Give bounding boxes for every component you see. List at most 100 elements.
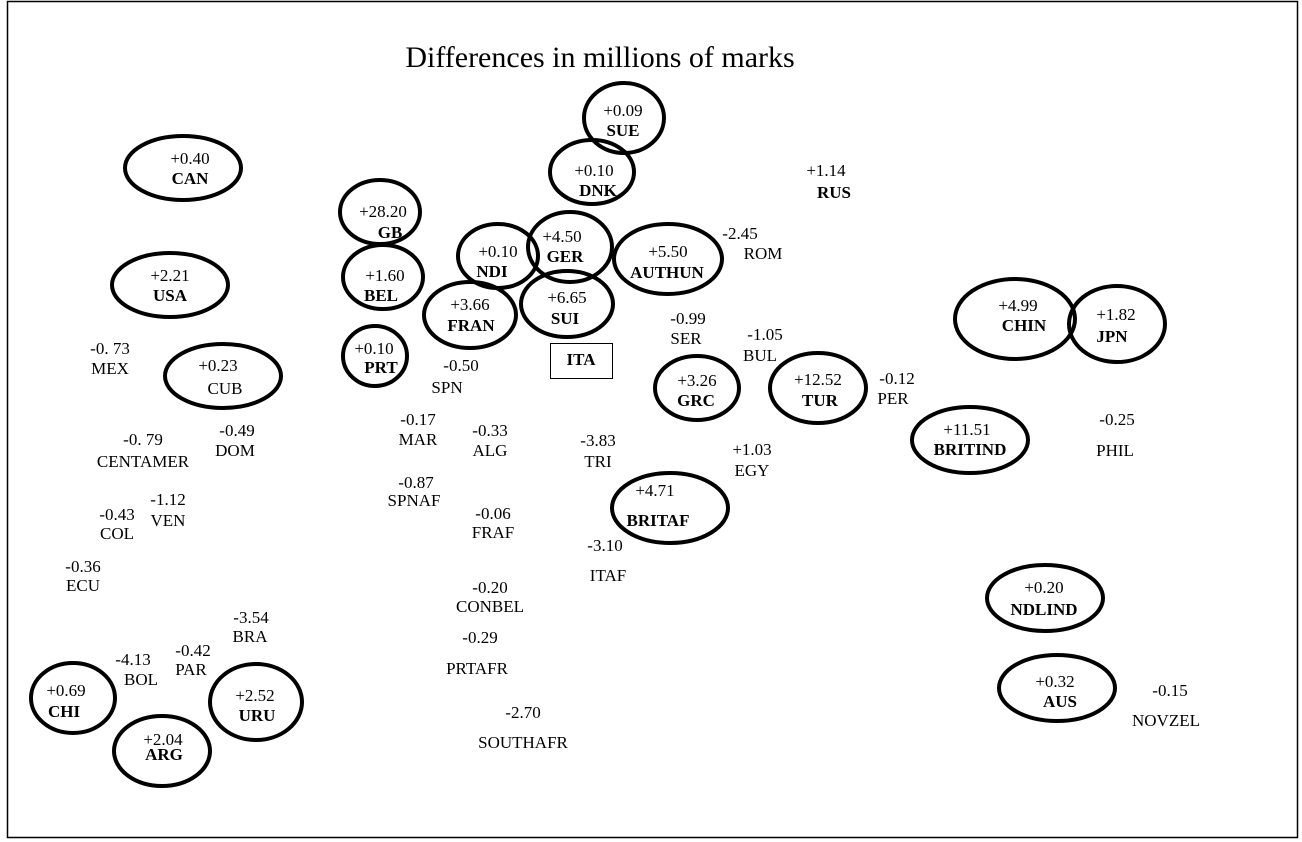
node-value: -3.83: [580, 431, 615, 450]
node-label: SPNAF: [388, 491, 441, 510]
node-ellipse: [997, 653, 1117, 723]
frame: [6, 0, 1299, 839]
node-label: CHIN: [1002, 316, 1047, 335]
node-value: +28.20: [359, 202, 407, 221]
node-value: -0.25: [1099, 410, 1134, 429]
node-value: +3.66: [450, 295, 489, 314]
node-ellipse: [29, 661, 117, 735]
node-value: -0.17: [400, 410, 436, 429]
node-label: SUE: [606, 121, 639, 140]
node-label: PHIL: [1096, 441, 1134, 460]
node-label: SPN: [431, 378, 462, 397]
node-label: FRAN: [447, 316, 495, 335]
node-label: MEX: [91, 359, 129, 378]
node-value: +6.65: [547, 288, 586, 307]
node-value: +1.03: [732, 440, 771, 459]
node-value: +0.69: [46, 681, 85, 700]
node-ellipse: [953, 277, 1077, 361]
node-value: +0.40: [170, 149, 209, 168]
node-ellipse: [910, 405, 1030, 475]
node-ellipse: [519, 269, 615, 339]
node-label: MAR: [399, 430, 438, 449]
node-label: SOUTHAFR: [478, 733, 568, 752]
node-ellipse: [163, 342, 283, 410]
node-label: TUR: [802, 391, 839, 410]
node-label: NDLIND: [1010, 600, 1077, 619]
node-ellipse: [341, 324, 409, 388]
node-label: CAN: [172, 169, 210, 188]
node-value: -0.49: [219, 421, 254, 440]
node-ellipse: [422, 280, 518, 350]
node-value: +2.52: [235, 686, 274, 705]
node-ellipse: [208, 662, 304, 742]
node-value: +0.09: [603, 101, 642, 120]
node-value: -0. 73: [90, 339, 130, 358]
node-value: -0.15: [1152, 681, 1187, 700]
node-label: PER: [877, 389, 909, 408]
node-value: +4.50: [542, 227, 581, 246]
node-label: ITA: [567, 350, 597, 369]
node-label: GER: [547, 247, 585, 266]
node-label: GRC: [677, 391, 715, 410]
node-value: +2.21: [150, 266, 189, 285]
node-value: -0.20: [472, 578, 507, 597]
node-value: +0.10: [478, 242, 517, 261]
node-value: +2.04: [143, 730, 183, 749]
node-label: ECU: [66, 576, 100, 595]
node-label: BRITIND: [934, 440, 1007, 459]
node-value: -0.29: [462, 628, 497, 647]
node-label: AUS: [1043, 692, 1077, 711]
node-value: -3.54: [233, 608, 269, 627]
node-value: -0.12: [879, 369, 914, 388]
node-label: BEL: [364, 286, 398, 305]
node-value: +3.26: [677, 371, 716, 390]
node-value: +4.99: [998, 296, 1037, 315]
node-value: +0.10: [574, 161, 613, 180]
node-label: PRTAFR: [446, 659, 509, 678]
node-box: [550, 343, 613, 379]
node-value: -0.87: [398, 473, 434, 492]
node-value: +4.71: [635, 481, 674, 500]
node-ellipse: [110, 251, 230, 319]
node-ellipse: [610, 471, 730, 545]
node-value: +1.60: [365, 266, 404, 285]
node-value: -0.50: [443, 356, 478, 375]
node-label: BRITAF: [627, 511, 690, 530]
node-ellipse: [985, 563, 1105, 633]
node-label: AUTHUN: [630, 263, 704, 282]
node-label: BRA: [233, 627, 269, 646]
node-value: -4.13: [115, 650, 150, 669]
node-value: -0.99: [670, 309, 705, 328]
node-value: -2.45: [722, 224, 757, 243]
node-ellipse: [341, 243, 425, 311]
node-label: CUB: [208, 379, 243, 398]
node-label: ITAF: [590, 566, 626, 585]
node-value: -1.05: [747, 325, 782, 344]
node-label: EGY: [735, 461, 770, 480]
node-label: JPN: [1096, 327, 1128, 346]
node-value: +0.20: [1024, 578, 1063, 597]
node-ellipse: [526, 210, 614, 284]
node-label: USA: [153, 286, 188, 305]
node-ellipse: [123, 134, 243, 202]
node-value: -1.12: [150, 490, 185, 509]
node-label: DNK: [579, 181, 618, 200]
node-label: BOL: [124, 670, 158, 689]
node-label: PAR: [175, 660, 207, 679]
node-value: +11.51: [943, 420, 990, 439]
node-value: -0.43: [99, 505, 134, 524]
node-label: CONBEL: [456, 597, 524, 616]
node-label: ARG: [145, 745, 183, 764]
node-value: -0. 79: [123, 430, 163, 449]
node-value: +1.82: [1096, 305, 1135, 324]
node-ellipse: [612, 222, 724, 296]
node-value: -0.06: [475, 504, 510, 523]
node-label: DOM: [215, 441, 255, 460]
node-value: +12.52: [794, 370, 842, 389]
node-label: PRT: [364, 358, 398, 377]
node-value: -0.36: [65, 557, 100, 576]
node-ellipse: [653, 354, 741, 422]
node-value: -3.10: [587, 536, 622, 555]
node-ellipse: [548, 138, 636, 206]
